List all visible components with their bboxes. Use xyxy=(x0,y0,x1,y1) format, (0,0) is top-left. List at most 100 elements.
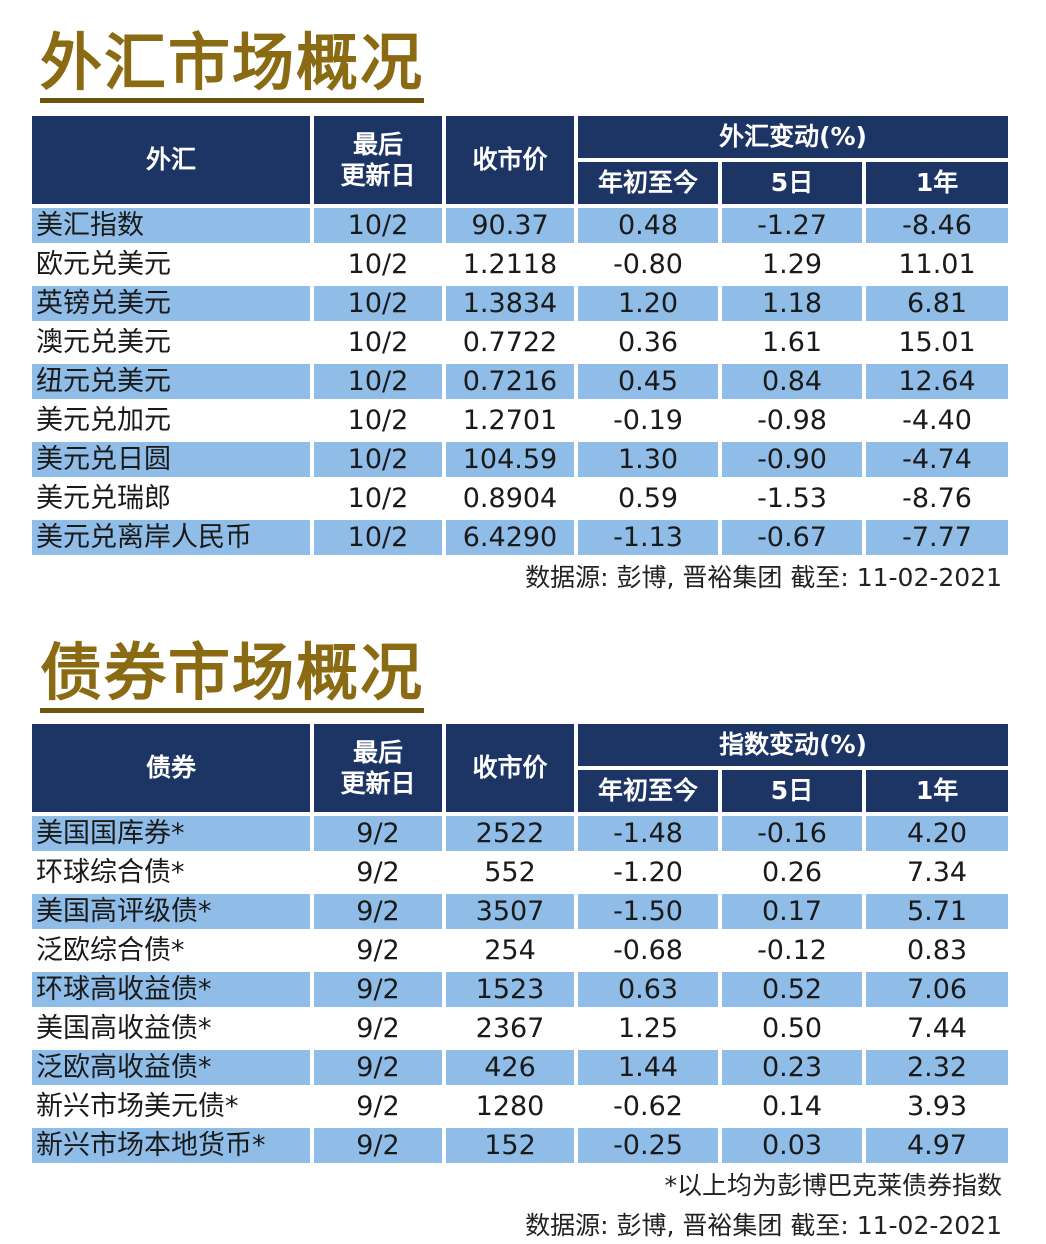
bond-footnote: *以上均为彭博巴克莱债券指数 xyxy=(664,1171,1002,1200)
fx-cell-close: 1.2701 xyxy=(446,403,574,438)
fx-cell-ytd: -1.13 xyxy=(578,520,718,555)
bond-cell-ytd: -0.68 xyxy=(578,933,718,968)
bond-cell-close: 254 xyxy=(446,933,574,968)
fx-cell-y1: -4.74 xyxy=(866,442,1009,477)
fx-table-row: 美元兑瑞郎 10/2 0.8904 0.59 -1.53 -8.76 xyxy=(32,481,1009,516)
fx-table: 外汇 最后 更新日 收市价 外汇变动(%) 年初至今 5日 1年 美汇指数 10/… xyxy=(28,112,1012,559)
fx-cell-close: 6.4290 xyxy=(446,520,574,555)
bond-cell-y1: 5.71 xyxy=(866,894,1009,929)
fx-cell-name: 美汇指数 xyxy=(32,208,310,243)
fx-cell-ytd: -0.80 xyxy=(578,247,718,282)
fx-table-row: 纽元兑美元 10/2 0.7216 0.45 0.84 12.64 xyxy=(32,364,1009,399)
bond-table-row: 环球高收益债* 9/2 1523 0.63 0.52 7.06 xyxy=(32,972,1009,1007)
fx-header-5d: 5日 xyxy=(722,162,862,204)
bond-cell-y1: 3.93 xyxy=(866,1089,1009,1124)
bond-cell-ytd: -1.20 xyxy=(578,855,718,890)
fx-cell-close: 0.8904 xyxy=(446,481,574,516)
fx-cell-date: 10/2 xyxy=(314,247,442,282)
fx-table-row: 美元兑离岸人民币 10/2 6.4290 -1.13 -0.67 -7.77 xyxy=(32,520,1009,555)
fx-cell-d5: -1.27 xyxy=(722,208,862,243)
bond-cell-ytd: -1.50 xyxy=(578,894,718,929)
bond-cell-close: 552 xyxy=(446,855,574,890)
fx-cell-close: 1.3834 xyxy=(446,286,574,321)
bond-cell-d5: 0.26 xyxy=(722,855,862,890)
bond-table-row: 环球综合债* 9/2 552 -1.20 0.26 7.34 xyxy=(32,855,1009,890)
fx-cell-ytd: 1.20 xyxy=(578,286,718,321)
fx-cell-y1: 12.64 xyxy=(866,364,1009,399)
fx-section-title: 外汇市场概况 xyxy=(40,28,425,103)
bond-table-body: 美国国库券* 9/2 2522 -1.48 -0.16 4.20 环球综合债* 9/2 552-… xyxy=(32,816,1009,1163)
bond-cell-date: 9/2 xyxy=(314,1050,442,1085)
fx-header-ytd: 年初至今 xyxy=(578,162,718,204)
bond-header-close: 收市价 xyxy=(446,724,574,812)
bond-header-updated: 最后 更新日 xyxy=(314,724,442,812)
bond-cell-y1: 7.34 xyxy=(866,855,1009,890)
bond-cell-y1: 7.06 xyxy=(866,972,1009,1007)
fx-cell-ytd: 0.45 xyxy=(578,364,718,399)
fx-header-close: 收市价 xyxy=(446,116,574,204)
bond-cell-date: 9/2 xyxy=(314,894,442,929)
fx-cell-y1: -8.46 xyxy=(866,208,1009,243)
fx-cell-name: 欧元兑美元 xyxy=(32,247,310,282)
bond-cell-d5: 0.23 xyxy=(722,1050,862,1085)
fx-cell-d5: 0.84 xyxy=(722,364,862,399)
fx-cell-ytd: 1.30 xyxy=(578,442,718,477)
bond-cell-d5: -0.16 xyxy=(722,816,862,851)
fx-header-1y: 1年 xyxy=(866,162,1009,204)
bond-cell-ytd: -1.48 xyxy=(578,816,718,851)
bond-source-note: 数据源: 彭博, 晋裕集团 截至: 11-02-2021 xyxy=(525,1211,1002,1240)
fx-cell-d5: -1.53 xyxy=(722,481,862,516)
bond-cell-y1: 4.20 xyxy=(866,816,1009,851)
bond-table-row: 新兴市场美元债* 9/2 1280 -0.62 0.14 3.93 xyxy=(32,1089,1009,1124)
fx-cell-y1: 6.81 xyxy=(866,286,1009,321)
fx-cell-d5: -0.90 xyxy=(722,442,862,477)
fx-cell-date: 10/2 xyxy=(314,520,442,555)
fx-cell-close: 0.7722 xyxy=(446,325,574,360)
fx-cell-name: 澳元兑美元 xyxy=(32,325,310,360)
fx-cell-close: 0.7216 xyxy=(446,364,574,399)
fx-cell-y1: 11.01 xyxy=(866,247,1009,282)
fx-cell-date: 10/2 xyxy=(314,481,442,516)
fx-cell-d5: -0.98 xyxy=(722,403,862,438)
fx-cell-date: 10/2 xyxy=(314,442,442,477)
fx-source-note: 数据源: 彭博, 晋裕集团 截至: 11-02-2021 xyxy=(525,563,1002,592)
bond-section-title: 债券市场概况 xyxy=(40,638,425,713)
fx-table-row: 美元兑日圆 10/2 104.59 1.30 -0.90 -4.74 xyxy=(32,442,1009,477)
bond-cell-d5: 0.17 xyxy=(722,894,862,929)
bond-cell-date: 9/2 xyxy=(314,1089,442,1124)
fx-header-updated-line2: 更新日 xyxy=(340,161,416,190)
bond-cell-ytd: 1.25 xyxy=(578,1011,718,1046)
bond-cell-name: 环球高收益债* xyxy=(32,972,310,1007)
fx-header-updated: 最后 更新日 xyxy=(314,116,442,204)
bond-cell-y1: 2.32 xyxy=(866,1050,1009,1085)
fx-cell-name: 纽元兑美元 xyxy=(32,364,310,399)
bond-cell-d5: 0.52 xyxy=(722,972,862,1007)
fx-cell-y1: -7.77 xyxy=(866,520,1009,555)
bond-header-change-group: 指数变动(%) xyxy=(578,724,1009,766)
fx-table-row: 美元兑加元 10/2 1.2701 -0.19 -0.98 -4.40 xyxy=(32,403,1009,438)
fx-cell-date: 10/2 xyxy=(314,286,442,321)
fx-cell-close: 90.37 xyxy=(446,208,574,243)
bond-cell-ytd: 1.44 xyxy=(578,1050,718,1085)
fx-cell-close: 1.2118 xyxy=(446,247,574,282)
fx-cell-y1: -8.76 xyxy=(866,481,1009,516)
bond-cell-name: 泛欧高收益债* xyxy=(32,1050,310,1085)
fx-cell-date: 10/2 xyxy=(314,403,442,438)
fx-cell-ytd: 0.48 xyxy=(578,208,718,243)
fx-cell-y1: -4.40 xyxy=(866,403,1009,438)
fx-table-row: 美汇指数 10/2 90.37 0.48 -1.27 -8.46 xyxy=(32,208,1009,243)
bond-cell-name: 美国国库券* xyxy=(32,816,310,851)
bond-table-row: 泛欧综合债* 9/2 254 -0.68 -0.12 0.83 xyxy=(32,933,1009,968)
bond-cell-date: 9/2 xyxy=(314,855,442,890)
bond-cell-name: 美国高收益债* xyxy=(32,1011,310,1046)
bond-table: 债券 最后 更新日 收市价 指数变动(%) 年初至今 5日 1年 美国国库券* 9… xyxy=(28,720,1012,1167)
bond-cell-close: 1523 xyxy=(446,972,574,1007)
fx-cell-ytd: 0.59 xyxy=(578,481,718,516)
bond-cell-date: 9/2 xyxy=(314,1128,442,1163)
bond-cell-ytd: -0.25 xyxy=(578,1128,718,1163)
bond-table-row: 新兴市场本地货币* 9/2 152 -0.25 0.03 4.97 xyxy=(32,1128,1009,1163)
bond-cell-date: 9/2 xyxy=(314,933,442,968)
bond-cell-close: 152 xyxy=(446,1128,574,1163)
bond-header-5d: 5日 xyxy=(722,770,862,812)
fx-table-row: 欧元兑美元 10/2 1.2118 -0.80 1.29 11.01 xyxy=(32,247,1009,282)
